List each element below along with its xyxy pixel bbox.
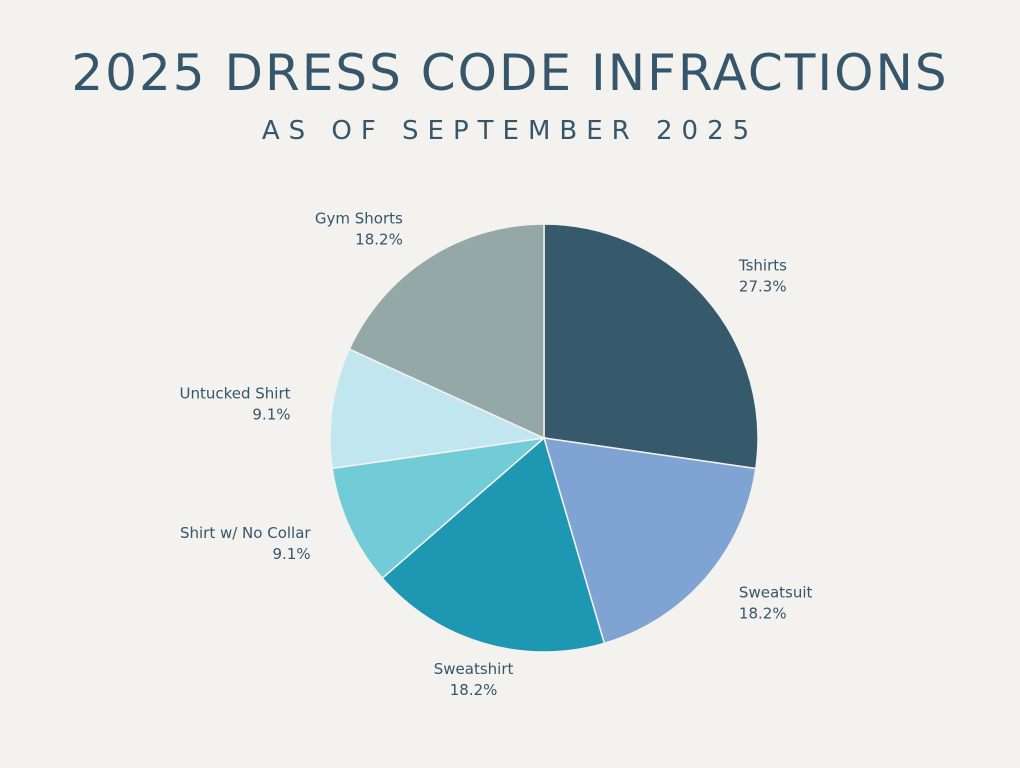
slice-value-label-5: 18.2% bbox=[355, 231, 403, 249]
chart-title: 2025 DRESS CODE INFRACTIONS bbox=[71, 44, 949, 102]
slice-value-label-2: 18.2% bbox=[450, 681, 498, 699]
slice-label-4: Untucked Shirt bbox=[179, 384, 290, 402]
pie-slice-1 bbox=[542, 437, 757, 645]
slice-label-3: Shirt w/ No Collar bbox=[180, 524, 311, 542]
chart-subtitle: AS OF SEPTEMBER 2025 bbox=[261, 116, 759, 146]
pie-slice-4 bbox=[329, 348, 547, 470]
pie-slice-2 bbox=[381, 436, 606, 653]
pie-slice-3 bbox=[331, 436, 547, 580]
pie-labels: Tshirts 27.3% Sweatsuit 18.2% Sweatshirt 18.2… bbox=[179, 210, 812, 699]
slice-label-1: Sweatsuit bbox=[739, 584, 813, 602]
pie-slices bbox=[329, 223, 759, 653]
slice-label-2: Sweatshirt bbox=[434, 660, 514, 678]
slice-value-label-3: 9.1% bbox=[272, 545, 310, 563]
slice-value-label-4: 9.1% bbox=[252, 405, 290, 423]
slice-value-label-1: 18.2% bbox=[739, 605, 787, 623]
slice-label-0: Tshirts bbox=[738, 256, 787, 274]
slice-label-5: Gym Shorts bbox=[315, 210, 403, 228]
slice-value-label-0: 27.3% bbox=[739, 277, 787, 295]
pie-slice-5 bbox=[348, 223, 545, 440]
pie-slice-0 bbox=[543, 223, 759, 470]
